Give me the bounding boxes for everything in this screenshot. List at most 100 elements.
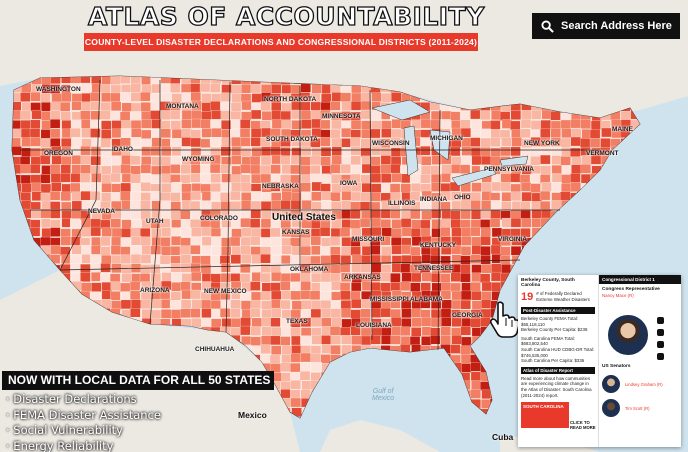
county-cell[interactable] (161, 264, 172, 274)
county-cell[interactable] (341, 237, 352, 247)
county-cell[interactable] (50, 227, 61, 237)
county-cell[interactable] (100, 84, 111, 94)
county-cell[interactable] (220, 262, 232, 273)
county-cell[interactable] (250, 299, 261, 310)
county-cell[interactable] (451, 164, 462, 174)
county-cell[interactable] (201, 281, 212, 291)
county-cell[interactable] (421, 317, 432, 327)
county-cell[interactable] (320, 291, 331, 301)
county-cell[interactable] (209, 219, 221, 229)
county-cell[interactable] (140, 182, 151, 192)
county-cell[interactable] (201, 318, 212, 328)
county-cell[interactable] (30, 119, 41, 130)
county-cell[interactable] (220, 201, 231, 211)
county-cell[interactable] (180, 254, 192, 264)
county-cell[interactable] (281, 345, 292, 355)
county-cell[interactable] (341, 147, 352, 157)
county-cell[interactable] (300, 255, 311, 266)
county-cell[interactable] (230, 264, 241, 274)
county-cell[interactable] (240, 119, 251, 129)
county-cell[interactable] (261, 300, 272, 310)
county-cell[interactable] (320, 255, 331, 265)
county-cell[interactable] (331, 280, 342, 291)
county-cell[interactable] (421, 245, 432, 256)
county-cell[interactable] (251, 254, 262, 264)
county-cell[interactable] (281, 227, 292, 237)
county-cell[interactable] (301, 300, 312, 310)
county-cell[interactable] (299, 371, 311, 381)
county-cell[interactable] (390, 299, 401, 309)
county-cell[interactable] (450, 111, 461, 121)
county-cell[interactable] (551, 200, 562, 210)
county-cell[interactable] (21, 183, 32, 193)
county-cell[interactable] (230, 119, 241, 129)
county-cell[interactable] (49, 191, 61, 201)
county-cell[interactable] (80, 82, 91, 93)
county-cell[interactable] (111, 209, 122, 219)
county-cell[interactable] (181, 183, 192, 194)
county-cell[interactable] (81, 101, 92, 111)
county-cell[interactable] (281, 128, 292, 139)
county-cell[interactable] (381, 246, 392, 256)
county-cell[interactable] (540, 128, 551, 139)
county-cell[interactable] (160, 120, 171, 130)
county-cell[interactable] (471, 300, 483, 310)
county-cell[interactable] (240, 317, 251, 327)
county-cell[interactable] (121, 273, 132, 283)
county-cell[interactable] (110, 76, 121, 85)
county-cell[interactable] (311, 362, 322, 372)
county-cell[interactable] (201, 236, 213, 246)
county-cell[interactable] (300, 174, 312, 184)
county-cell[interactable] (119, 111, 131, 122)
county-cell[interactable] (181, 128, 192, 138)
county-cell[interactable] (350, 201, 361, 211)
county-cell[interactable] (160, 237, 171, 247)
county-cell[interactable] (210, 282, 221, 292)
county-cell[interactable] (511, 137, 522, 147)
county-cell[interactable] (341, 111, 352, 121)
county-cell[interactable] (361, 129, 372, 139)
county-cell[interactable] (60, 236, 71, 246)
county-cell[interactable] (130, 254, 142, 264)
county-cell[interactable] (301, 119, 312, 129)
county-cell[interactable] (520, 182, 532, 192)
county-cell[interactable] (620, 111, 631, 121)
county-cell[interactable] (141, 218, 152, 229)
county-cell[interactable] (381, 173, 392, 183)
county-cell[interactable] (111, 227, 123, 238)
county-cell[interactable] (460, 255, 471, 265)
county-cell[interactable] (321, 264, 332, 275)
county-cell[interactable] (331, 146, 342, 156)
county-cell[interactable] (261, 335, 272, 345)
county-cell[interactable] (290, 254, 301, 265)
county-cell[interactable] (101, 210, 113, 221)
county-cell[interactable] (570, 118, 581, 129)
county-cell[interactable] (371, 92, 382, 102)
county-cell[interactable] (470, 371, 482, 381)
county-cell[interactable] (409, 191, 421, 201)
county-cell[interactable] (210, 209, 221, 219)
county-cell[interactable] (601, 127, 612, 138)
county-cell[interactable] (110, 172, 121, 183)
county-cell[interactable] (90, 101, 101, 111)
county-cell[interactable] (350, 155, 361, 165)
county-cell[interactable] (330, 254, 341, 264)
county-cell[interactable] (120, 128, 132, 138)
county-cell[interactable] (290, 109, 302, 120)
county-cell[interactable] (440, 326, 451, 336)
county-cell[interactable] (250, 281, 261, 291)
county-cell[interactable] (491, 227, 503, 238)
county-cell[interactable] (60, 164, 71, 174)
county-cell[interactable] (60, 264, 71, 274)
county-cell[interactable] (200, 154, 211, 165)
county-cell[interactable] (520, 228, 531, 238)
county-cell[interactable] (180, 263, 191, 273)
county-cell[interactable] (401, 173, 412, 184)
county-cell[interactable] (170, 201, 181, 211)
county-cell[interactable] (141, 129, 152, 140)
county-cell[interactable] (250, 209, 261, 219)
county-cell[interactable] (220, 182, 231, 192)
county-cell[interactable] (140, 228, 151, 238)
county-cell[interactable] (120, 299, 132, 310)
county-cell[interactable] (210, 227, 222, 238)
